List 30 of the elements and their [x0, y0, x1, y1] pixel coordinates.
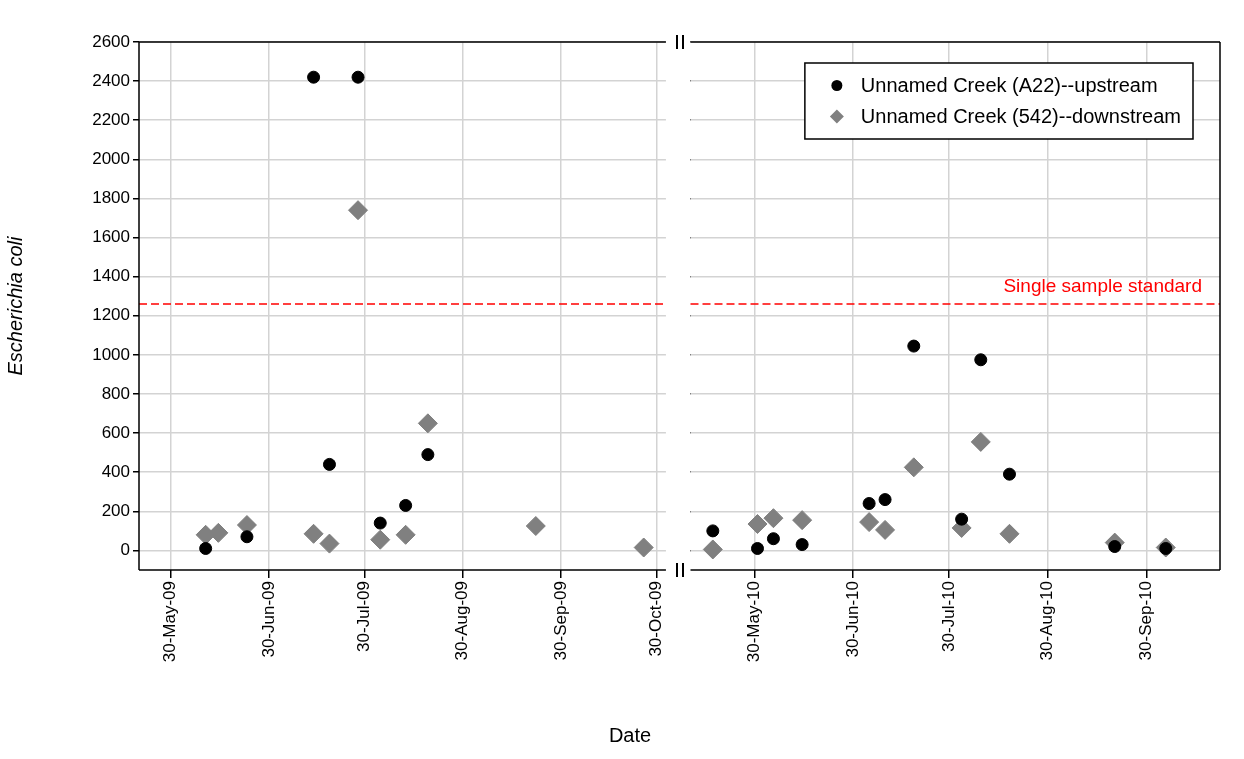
- legend-label: Unnamed Creek (542)--downstream: [860, 105, 1182, 128]
- y-tick-label: 2000: [92, 149, 130, 169]
- x-axis-title: Date: [607, 724, 653, 747]
- y-tick-label: 0: [120, 540, 130, 560]
- y-axis-title: Escherichia coli: [3, 235, 26, 376]
- y-tick-label: 400: [101, 461, 130, 481]
- x-tick-label: 30-May-10: [743, 581, 763, 663]
- x-tick-label: 30-Oct-09: [646, 581, 666, 657]
- legend-label: Unnamed Creek (A22)--upstream: [860, 74, 1158, 97]
- x-tick-label: 30-Aug-09: [452, 581, 472, 661]
- x-tick-label: 30-Sep-09: [550, 581, 570, 661]
- y-tick-label: 2200: [92, 109, 130, 129]
- x-tick-label: 30-Jul-09: [354, 581, 374, 652]
- y-tick-label: 2400: [92, 70, 130, 90]
- ref-line-label: Single sample standard: [1003, 274, 1202, 296]
- x-tick-label: 30-Sep-10: [1136, 581, 1156, 661]
- y-tick-label: 1800: [92, 188, 130, 208]
- y-tick-label: 1400: [92, 266, 130, 286]
- x-tick-label: 30-Aug-10: [1037, 581, 1057, 661]
- x-tick-label: 30-May-09: [160, 581, 180, 663]
- x-tick-label: 30-Jun-09: [258, 581, 278, 658]
- y-tick-label: 200: [101, 501, 130, 521]
- y-tick-label: 600: [101, 422, 130, 442]
- x-tick-label: 30-Jul-10: [938, 581, 958, 652]
- y-tick-label: 1200: [92, 305, 130, 325]
- y-tick-label: 2600: [92, 31, 130, 51]
- y-tick-label: 800: [101, 383, 130, 403]
- x-tick-label: 30-Jun-10: [842, 581, 862, 658]
- y-tick-label: 1600: [92, 227, 130, 247]
- y-tick-label: 1000: [92, 344, 130, 364]
